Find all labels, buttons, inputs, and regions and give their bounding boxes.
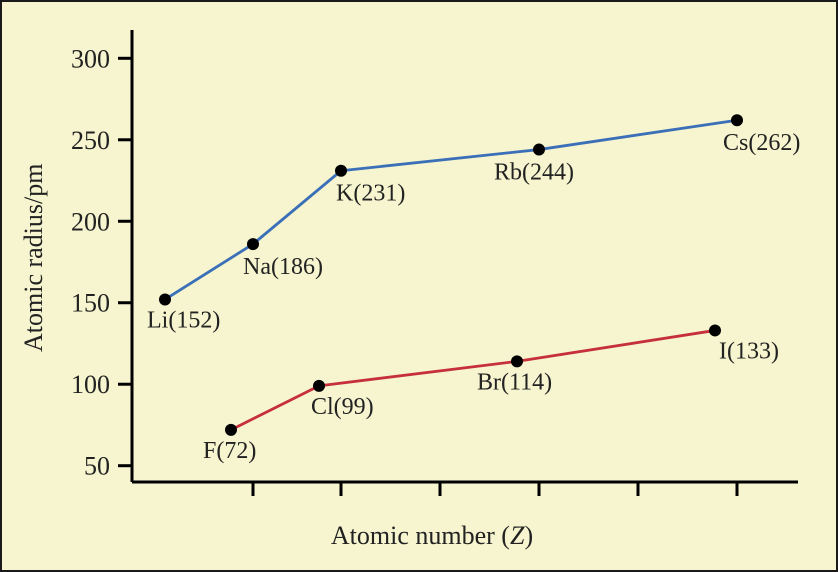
data-point-label: I(133): [719, 338, 779, 364]
data-point: [533, 144, 545, 156]
y-tick-label: 50: [84, 452, 110, 481]
chart-svg: 50 100 150 200 250 300 Li(152) Na(186) K(231) Rb(…: [2, 2, 836, 570]
data-point-label: Cs(262): [723, 130, 800, 156]
data-point-label: Li(152): [147, 307, 220, 333]
y-tick-label: 300: [71, 44, 110, 73]
y-tick-label: 150: [71, 289, 110, 318]
data-point-label: Rb(244): [494, 160, 574, 186]
data-point-label: Cl(99): [311, 394, 374, 420]
y-axis-label: Atomic radius/pm: [19, 164, 48, 352]
data-point: [225, 424, 237, 436]
data-point-label: F(72): [203, 438, 256, 464]
y-tick-label: 200: [71, 207, 110, 236]
data-point: [159, 293, 171, 305]
x-axis-label: Atomic number (Z): [331, 521, 533, 550]
y-tick-label: 250: [71, 126, 110, 155]
data-point: [313, 380, 325, 392]
data-point-label: K(231): [336, 181, 405, 207]
data-point: [335, 165, 347, 177]
data-point-label: Na(186): [243, 254, 323, 280]
data-point: [247, 238, 259, 250]
data-point-label: Br(114): [477, 369, 552, 395]
chart-frame: 50 100 150 200 250 300 Li(152) Na(186) K(231) Rb(…: [0, 0, 838, 572]
data-point: [709, 324, 721, 336]
data-point: [731, 114, 743, 126]
data-point: [511, 355, 523, 367]
chart-container: 50 100 150 200 250 300 Li(152) Na(186) K(231) Rb(…: [0, 0, 838, 572]
y-tick-label: 100: [71, 370, 110, 399]
series-line-halogens: [231, 330, 715, 429]
